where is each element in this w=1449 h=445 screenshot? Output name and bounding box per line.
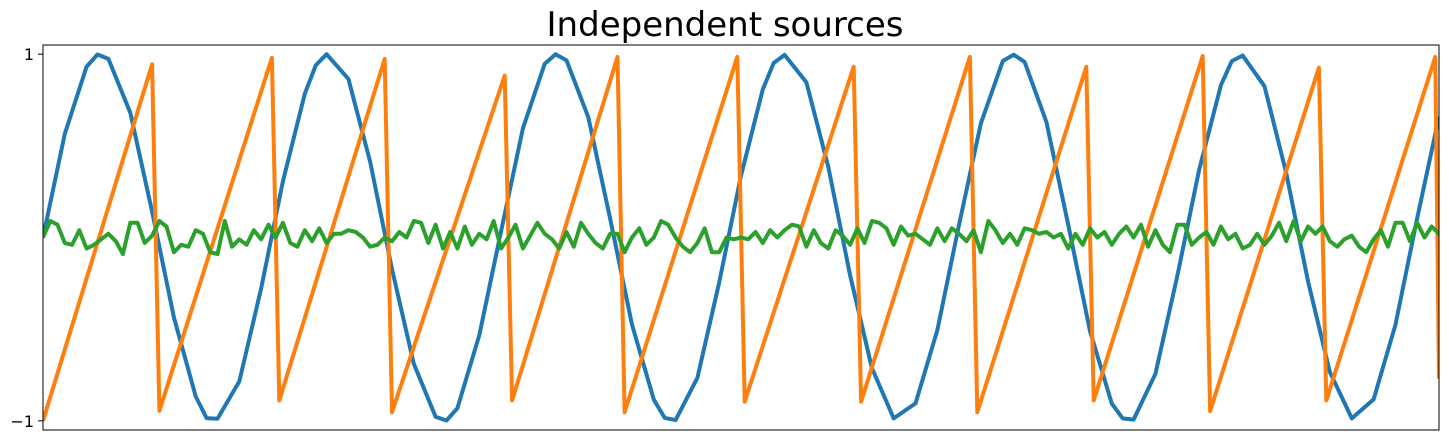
series-line-1 xyxy=(43,52,1439,423)
axes-frame xyxy=(42,44,1440,431)
series-layer xyxy=(43,52,1439,423)
series-line-2 xyxy=(43,54,1439,422)
series-line-3 xyxy=(43,219,1439,256)
chart-title: Independent sources xyxy=(547,5,904,45)
y-axis: 1 −1 xyxy=(10,45,43,431)
y-tick-label: 1 xyxy=(24,45,34,64)
plot-area: 1 −1 xyxy=(10,44,1440,431)
y-tick-label: −1 xyxy=(10,412,34,431)
